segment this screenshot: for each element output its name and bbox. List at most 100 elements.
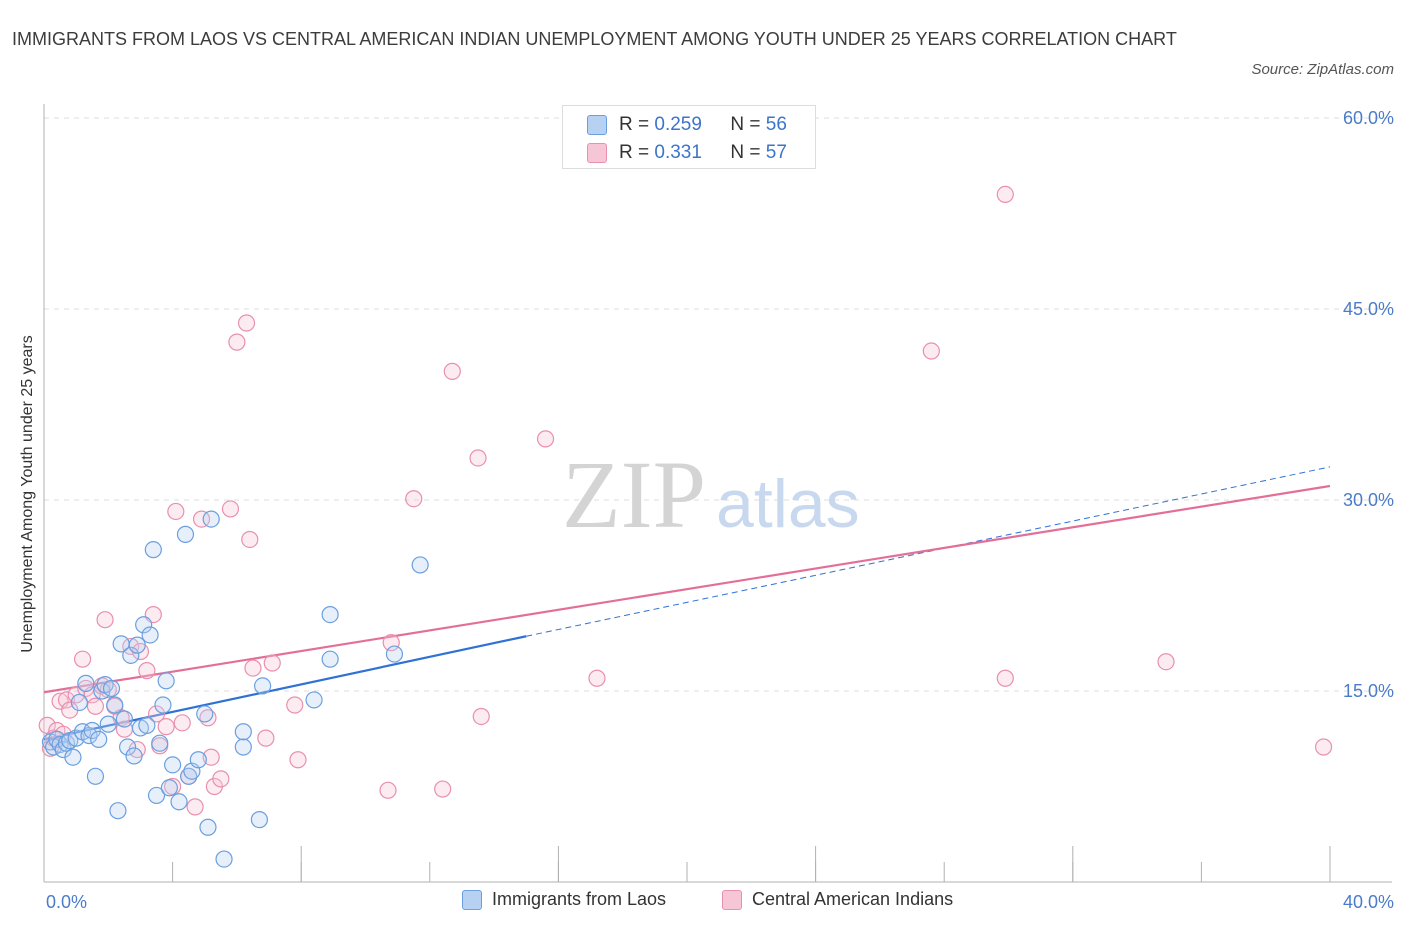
- point-immigrants-from-laos: [135, 616, 153, 634]
- point-central-american-indians: [237, 314, 256, 332]
- point-central-american-indians: [996, 185, 1014, 203]
- point-immigrants-from-laos: [234, 723, 252, 741]
- point-immigrants-from-laos: [122, 646, 140, 664]
- point-immigrants-from-laos: [125, 747, 143, 765]
- series-legend-blue: Immigrants from Laos: [462, 889, 666, 910]
- point-central-american-indians: [1314, 738, 1333, 756]
- point-immigrants-from-laos: [160, 779, 178, 797]
- point-central-american-indians: [241, 530, 259, 549]
- point-immigrants-from-laos: [118, 738, 137, 756]
- point-immigrants-from-laos: [64, 748, 82, 766]
- point-central-american-indians: [122, 637, 140, 656]
- point-central-american-indians: [167, 502, 185, 521]
- point-immigrants-from-laos: [90, 730, 108, 748]
- point-immigrants-from-laos: [189, 751, 207, 769]
- point-immigrants-from-laos: [196, 705, 214, 723]
- x-tick-label-min: 0.0%: [46, 892, 87, 912]
- point-immigrants-from-laos: [77, 674, 95, 692]
- point-central-american-indians: [922, 342, 940, 360]
- point-central-american-indians: [434, 780, 452, 798]
- point-central-american-indians: [405, 490, 423, 508]
- legend-r-value: 0.259: [654, 114, 702, 135]
- point-central-american-indians: [192, 510, 211, 528]
- point-central-american-indians: [263, 654, 281, 672]
- point-immigrants-from-laos: [147, 786, 166, 805]
- point-central-american-indians: [202, 748, 220, 766]
- point-immigrants-from-laos: [138, 716, 156, 734]
- point-central-american-indians: [469, 449, 487, 467]
- point-immigrants-from-laos: [57, 734, 76, 752]
- y-tick-label: 60.0%: [1343, 108, 1394, 128]
- point-immigrants-from-laos: [67, 729, 85, 747]
- trend-laos-extension: [526, 466, 1331, 637]
- point-immigrants-from-laos: [86, 767, 105, 785]
- point-central-american-indians: [286, 696, 304, 714]
- y-tick-label: 45.0%: [1343, 299, 1394, 319]
- point-central-american-indians: [221, 500, 240, 518]
- point-immigrants-from-laos: [305, 691, 323, 709]
- point-immigrants-from-laos: [51, 735, 69, 754]
- point-immigrants-from-laos: [144, 541, 162, 559]
- point-central-american-indians: [1157, 653, 1175, 671]
- point-immigrants-from-laos: [250, 811, 269, 829]
- legend-r-value: 0.331: [654, 142, 702, 163]
- point-central-american-indians: [228, 333, 246, 351]
- point-immigrants-from-laos: [157, 672, 175, 690]
- watermark-zip: ZIP: [562, 441, 706, 548]
- point-immigrants-from-laos: [215, 850, 233, 868]
- legend-n-label: N =: [730, 142, 761, 163]
- legend-swatch-blue: [587, 115, 607, 135]
- correlation-legend: R = 0.259 N = 56 R = 0.331 N = 57: [562, 105, 816, 169]
- series-label-laos: Immigrants from Laos: [492, 889, 667, 909]
- point-central-american-indians: [212, 770, 230, 788]
- x-tick-label-max: 40.0%: [1343, 892, 1394, 912]
- legend-row-blue: R = 0.259 N = 56: [587, 113, 787, 137]
- data-points: [38, 185, 1333, 868]
- point-central-american-indians: [173, 714, 191, 732]
- series-legend-pink: Central American Indians: [722, 889, 953, 910]
- point-immigrants-from-laos: [115, 710, 133, 728]
- point-immigrants-from-laos: [199, 818, 217, 836]
- point-central-american-indians: [536, 430, 555, 448]
- point-immigrants-from-laos: [254, 677, 272, 695]
- legend-swatch-pink: [587, 143, 607, 163]
- point-immigrants-from-laos: [180, 767, 198, 785]
- legend-r-label: R =: [619, 114, 650, 135]
- point-immigrants-from-laos: [321, 605, 339, 624]
- point-central-american-indians: [289, 751, 307, 769]
- point-immigrants-from-laos: [48, 730, 66, 748]
- tick-labels: 15.0% 30.0% 45.0% 60.0% 0.0% 40.0%: [46, 108, 1394, 912]
- source-credit: Source: ZipAtlas.com: [1251, 61, 1394, 78]
- point-immigrants-from-laos: [234, 738, 252, 756]
- y-tick-label: 30.0%: [1343, 490, 1394, 510]
- point-immigrants-from-laos: [106, 696, 124, 714]
- gridlines: [44, 117, 1392, 692]
- point-immigrants-from-laos: [164, 756, 182, 774]
- point-immigrants-from-laos: [154, 696, 172, 714]
- point-central-american-indians: [257, 729, 275, 747]
- point-central-american-indians: [996, 669, 1014, 687]
- point-central-american-indians: [588, 669, 606, 687]
- legend-swatch-blue: [462, 889, 482, 910]
- point-immigrants-from-laos: [99, 715, 117, 733]
- legend-n-value: 57: [765, 142, 787, 163]
- point-central-american-indians: [186, 798, 204, 816]
- point-immigrants-from-laos: [176, 525, 195, 543]
- point-immigrants-from-laos: [385, 645, 404, 663]
- point-central-american-indians: [379, 781, 397, 799]
- point-immigrants-from-laos: [141, 626, 159, 644]
- point-central-american-indians: [73, 650, 92, 668]
- trend-laos: [43, 635, 527, 741]
- point-central-american-indians: [472, 707, 490, 726]
- point-central-american-indians: [86, 697, 105, 715]
- chart-title: IMMIGRANTS FROM LAOS VS CENTRAL AMERICAN…: [12, 29, 1177, 49]
- point-immigrants-from-laos: [170, 793, 188, 811]
- point-immigrants-from-laos: [70, 693, 88, 712]
- point-immigrants-from-laos: [83, 721, 101, 740]
- point-central-american-indians: [138, 662, 156, 680]
- point-immigrants-from-laos: [411, 556, 429, 574]
- y-tick-label: 15.0%: [1343, 681, 1394, 701]
- legend-row-pink: R = 0.331 N = 57: [587, 141, 787, 165]
- legend-swatch-pink: [722, 889, 742, 910]
